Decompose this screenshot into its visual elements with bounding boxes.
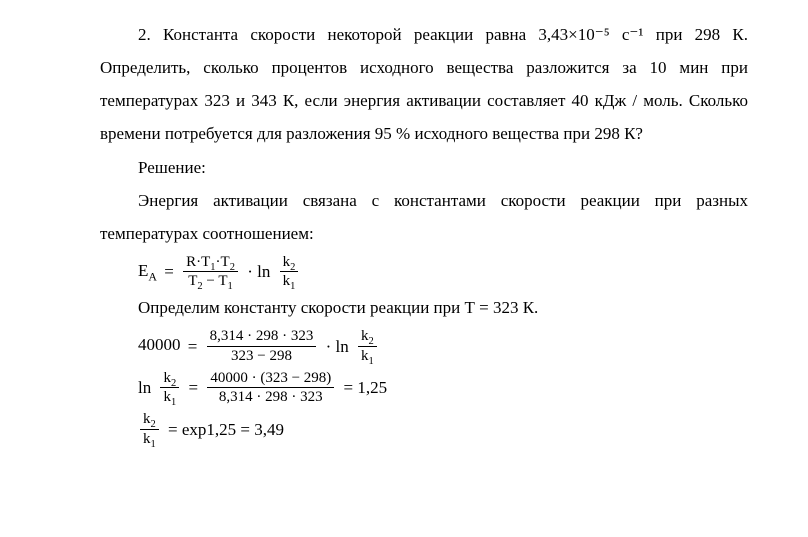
fraction-computation: 40000 · (323 − 298) 8,314 · 298 · 323 [207, 370, 334, 406]
fraction-numeric: 8,314 · 298 · 323 323 − 298 [207, 328, 317, 364]
result-value: = 1,25 [344, 368, 388, 407]
equals: = [188, 368, 198, 407]
symbol-E: E [138, 261, 148, 280]
sub-A: A [148, 269, 157, 283]
mult-ln: · ln [326, 327, 349, 366]
ln-prefix: ln [138, 368, 151, 407]
exp-result: = exp1,25 = 3,49 [168, 410, 284, 449]
mult-ln: · ln [247, 252, 270, 291]
formula-ln-result: ln k2 k1 = 40000 · (323 − 298) 8,314 · 2… [100, 366, 748, 407]
formula-exp-result: k2 k1 = exp1,25 = 3,49 [100, 407, 748, 448]
step2-text: Определим константу скорости реакции при… [100, 291, 748, 324]
intro-text: Энергия активации связана с константами … [100, 184, 748, 250]
problem-number: 2. [138, 25, 151, 44]
fraction-k2k1: k2 k1 [280, 254, 299, 290]
equals: = [188, 327, 198, 366]
fraction-k2k1: k2 k1 [160, 370, 179, 406]
problem-text: Константа скорости некоторой реакции рав… [100, 25, 748, 143]
formula-activation-energy: EA = R·T1·T2 T2 − T1 · ln k2 k1 [100, 250, 748, 291]
solution-label: Решение: [100, 151, 748, 184]
fraction-k2k1: k2 k1 [358, 328, 377, 364]
fraction-RT1T2: R·T1·T2 T2 − T1 [183, 254, 238, 290]
problem-statement: 2. Константа скорости некоторой реакции … [100, 18, 748, 151]
value-40000: 40000 [138, 335, 181, 354]
formula-substitution: 40000 = 8,314 · 298 · 323 323 − 298 · ln… [100, 325, 748, 366]
equals: = [164, 252, 174, 291]
fraction-k2k1: k2 k1 [140, 411, 159, 447]
